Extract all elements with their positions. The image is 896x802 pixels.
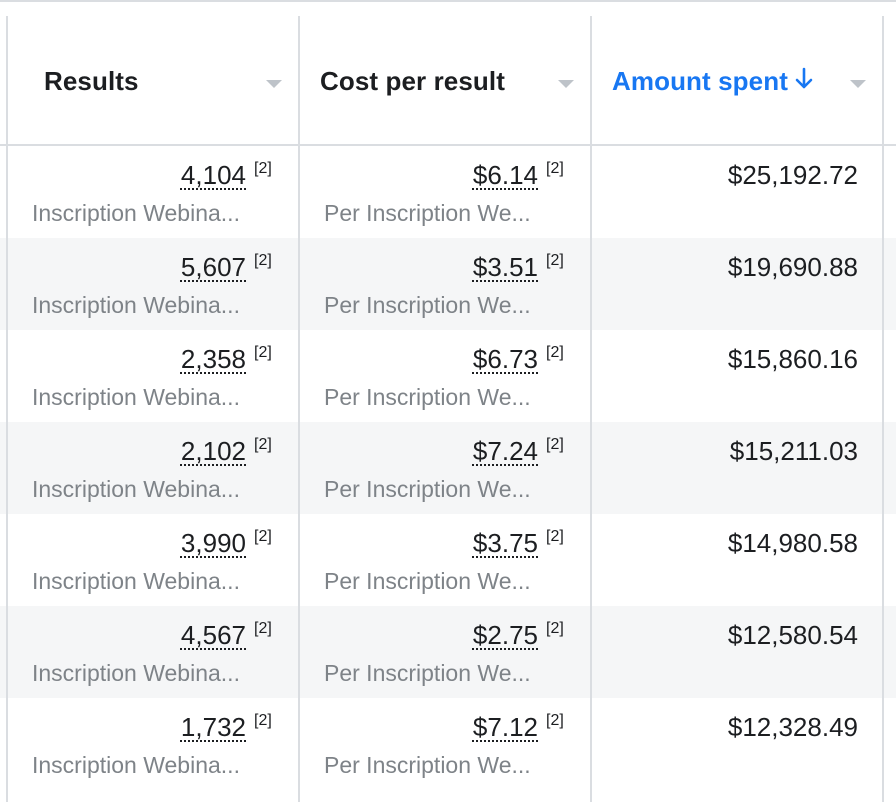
results-footnote[interactable]: [2]: [254, 712, 272, 729]
amount-spent-column-header[interactable]: Amount spent: [612, 18, 814, 144]
results-footnote[interactable]: [2]: [254, 436, 272, 453]
cost-per-result-value[interactable]: $6.14: [472, 160, 538, 190]
table-row[interactable]: 2,358 [2] Inscription Webina... $6.73 [2…: [0, 330, 896, 422]
results-type-label: Inscription Webina...: [32, 200, 240, 226]
amount-spent-value: $15,211.03: [729, 436, 858, 466]
table-row[interactable]: 4,567 [2] Inscription Webina... $2.75 [2…: [0, 606, 896, 698]
table-row[interactable]: 3,990 [2] Inscription Webina... $3.75 [2…: [0, 514, 896, 606]
results-type-label: Inscription Webina...: [32, 292, 240, 318]
cost-per-result-value[interactable]: $3.75: [472, 528, 538, 558]
cost-type-label: Per Inscription We...: [324, 752, 531, 778]
amount-spent-value: $19,690.88: [727, 252, 858, 282]
results-type-label: Inscription Webina...: [32, 384, 240, 410]
column-divider: [298, 16, 300, 802]
results-value[interactable]: 2,102: [180, 436, 246, 466]
cost-type-label: Per Inscription We...: [324, 568, 531, 594]
results-value[interactable]: 3,990: [180, 528, 246, 558]
cost-type-label: Per Inscription We...: [324, 200, 531, 226]
results-value[interactable]: 2,358: [180, 344, 246, 374]
header-divider: [0, 144, 896, 146]
amount-spent-value: $12,328.49: [727, 712, 858, 742]
results-value[interactable]: 1,732: [180, 712, 246, 742]
cost-column-menu-icon[interactable]: [558, 80, 574, 88]
cost-per-result-column-header[interactable]: Cost per result: [320, 18, 505, 144]
cost-per-result-value[interactable]: $6.73: [472, 344, 538, 374]
cost-footnote[interactable]: [2]: [546, 344, 564, 361]
cost-footnote[interactable]: [2]: [546, 160, 564, 177]
results-type-label: Inscription Webina...: [32, 476, 240, 502]
results-header-label: Results: [44, 65, 139, 96]
amount-spent-value: $14,980.58: [727, 528, 858, 558]
results-value[interactable]: 4,567: [180, 620, 246, 650]
cost-per-result-value[interactable]: $2.75: [472, 620, 538, 650]
amount-spent-value: $25,192.72: [727, 160, 858, 190]
column-divider: [882, 16, 884, 802]
results-column-header[interactable]: Results: [44, 18, 139, 144]
cost-type-label: Per Inscription We...: [324, 660, 531, 686]
arrow-down-icon: [794, 67, 814, 96]
results-value[interactable]: 5,607: [180, 252, 246, 282]
amount-spent-value: $12,580.54: [727, 620, 858, 650]
results-type-label: Inscription Webina...: [32, 752, 240, 778]
results-type-label: Inscription Webina...: [32, 568, 240, 594]
results-footnote[interactable]: [2]: [254, 160, 272, 177]
cost-footnote[interactable]: [2]: [546, 620, 564, 637]
cost-footnote[interactable]: [2]: [546, 436, 564, 453]
cost-header-label: Cost per result: [320, 65, 505, 96]
results-footnote[interactable]: [2]: [254, 252, 272, 269]
table-row[interactable]: 4,104 [2] Inscription Webina... $6.14 [2…: [0, 146, 896, 238]
cost-footnote[interactable]: [2]: [546, 528, 564, 545]
cost-type-label: Per Inscription We...: [324, 384, 531, 410]
results-footnote[interactable]: [2]: [254, 528, 272, 545]
amount-column-menu-icon[interactable]: [850, 80, 866, 88]
table-row[interactable]: 1,732 [2] Inscription Webina... $7.12 [2…: [0, 698, 896, 790]
table-header: Results Cost per result Amount spent: [0, 18, 896, 144]
cost-footnote[interactable]: [2]: [546, 252, 564, 269]
table-row[interactable]: 5,607 [2] Inscription Webina... $3.51 [2…: [0, 238, 896, 330]
column-divider: [6, 16, 8, 802]
results-footnote[interactable]: [2]: [254, 620, 272, 637]
amount-spent-value: $15,860.16: [727, 344, 858, 374]
cost-footnote[interactable]: [2]: [546, 712, 564, 729]
results-column-menu-icon[interactable]: [266, 80, 282, 88]
cost-type-label: Per Inscription We...: [324, 476, 531, 502]
amount-header-label: Amount spent: [612, 65, 788, 96]
cost-per-result-value[interactable]: $3.51: [472, 252, 538, 282]
results-value[interactable]: 4,104: [180, 160, 246, 190]
table-row[interactable]: 2,102 [2] Inscription Webina... $7.24 [2…: [0, 422, 896, 514]
column-divider: [590, 16, 592, 802]
cost-per-result-value[interactable]: $7.12: [472, 712, 538, 742]
results-footnote[interactable]: [2]: [254, 344, 272, 361]
cost-type-label: Per Inscription We...: [324, 292, 531, 318]
cost-per-result-value[interactable]: $7.24: [472, 436, 538, 466]
results-type-label: Inscription Webina...: [32, 660, 240, 686]
